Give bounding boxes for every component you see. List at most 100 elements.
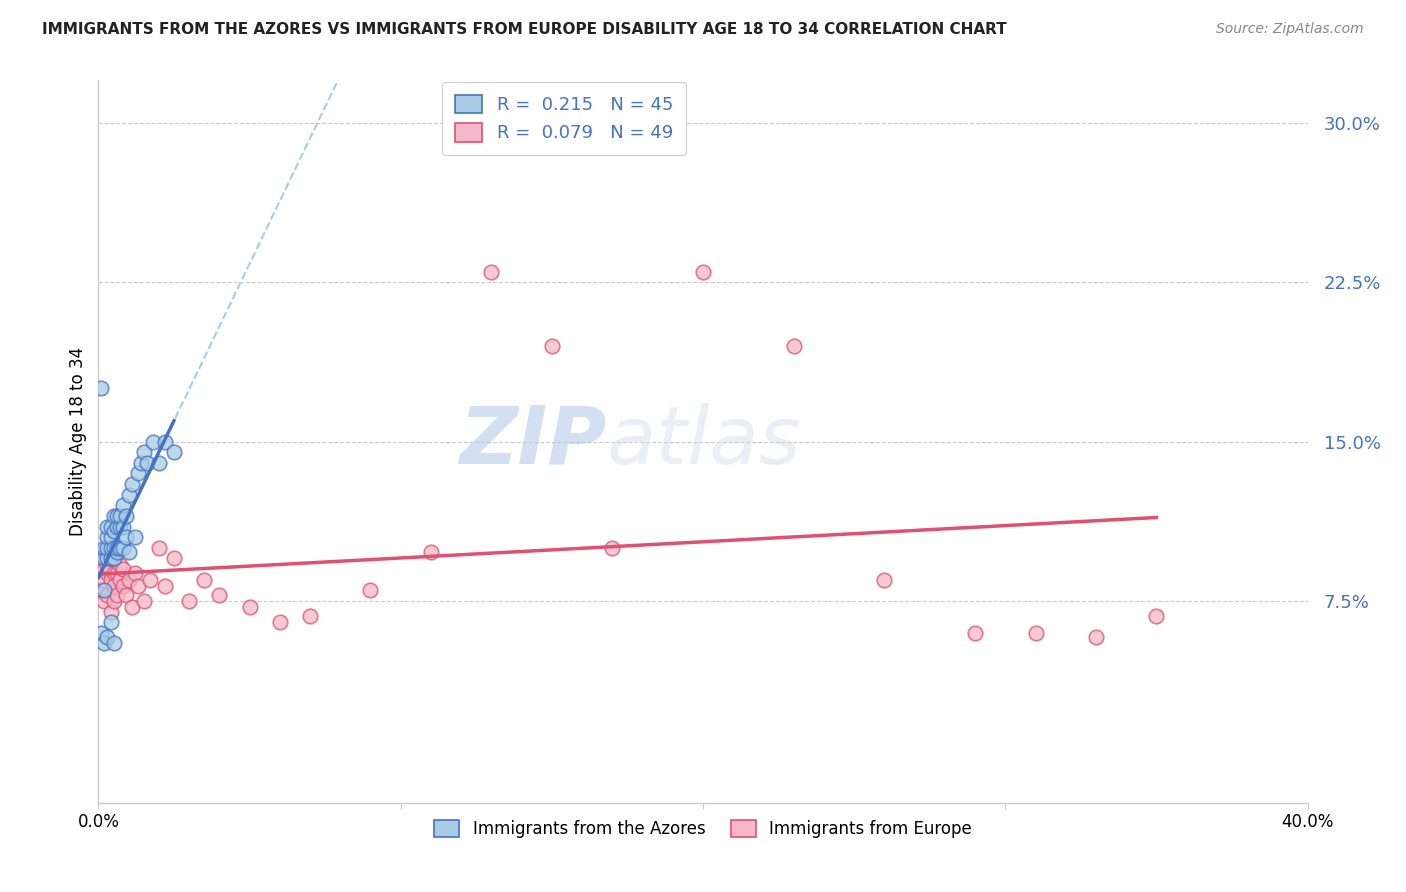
Point [124, 530, 146, 544]
Point [111, 519, 134, 533]
Point [90, 625, 112, 640]
Point [100, 541, 122, 555]
Point [96, 530, 118, 544]
Point [103, 636, 125, 650]
Point [93, 562, 115, 576]
Point [93, 583, 115, 598]
Point [103, 524, 125, 538]
Point [127, 579, 149, 593]
Text: atlas: atlas [606, 402, 801, 481]
Point [90, 551, 112, 566]
Point [93, 551, 115, 566]
Point [108, 558, 131, 572]
Point [100, 519, 122, 533]
Point [163, 445, 186, 459]
Point [139, 573, 162, 587]
Text: Source: ZipAtlas.com: Source: ZipAtlas.com [1216, 22, 1364, 37]
Point [93, 594, 115, 608]
Point [100, 551, 122, 566]
Point [481, 264, 503, 278]
Point [111, 562, 134, 576]
Point [108, 508, 131, 523]
Point [121, 600, 143, 615]
Point [105, 508, 128, 523]
Point [118, 573, 141, 587]
Y-axis label: Disability Age 18 to 34: Disability Age 18 to 34 [69, 347, 87, 536]
Point [96, 551, 118, 566]
Point [179, 594, 201, 608]
Point [118, 488, 141, 502]
Point [360, 583, 382, 598]
Point [965, 625, 987, 640]
Point [105, 588, 128, 602]
Point [142, 434, 165, 449]
Point [100, 530, 122, 544]
Point [103, 594, 125, 608]
Point [111, 541, 134, 555]
Point [111, 579, 134, 593]
Point [96, 541, 118, 555]
Point [103, 579, 125, 593]
Point [108, 541, 131, 555]
Point [269, 615, 291, 630]
Point [96, 630, 118, 644]
Point [420, 545, 443, 559]
Point [105, 541, 128, 555]
Point [103, 566, 125, 581]
Point [105, 519, 128, 533]
Point [108, 573, 131, 587]
Point [90, 381, 112, 395]
Point [96, 558, 118, 572]
Point [100, 573, 122, 587]
Point [96, 588, 118, 602]
Point [129, 456, 152, 470]
Point [111, 498, 134, 512]
Legend: Immigrants from the Azores, Immigrants from Europe: Immigrants from the Azores, Immigrants f… [427, 814, 979, 845]
Point [93, 541, 115, 555]
Point [873, 573, 896, 587]
Point [105, 545, 128, 559]
Point [783, 339, 806, 353]
Point [96, 519, 118, 533]
Point [1024, 625, 1046, 640]
Point [602, 541, 624, 555]
Point [103, 541, 125, 555]
Point [132, 445, 155, 459]
Point [103, 551, 125, 566]
Point [108, 519, 131, 533]
Point [153, 434, 176, 449]
Point [121, 477, 143, 491]
Point [540, 339, 562, 353]
Point [114, 508, 136, 523]
Point [93, 636, 115, 650]
Text: IMMIGRANTS FROM THE AZORES VS IMMIGRANTS FROM EUROPE DISABILITY AGE 18 TO 34 COR: IMMIGRANTS FROM THE AZORES VS IMMIGRANTS… [42, 22, 1007, 37]
Point [90, 583, 112, 598]
Point [299, 608, 322, 623]
Point [93, 573, 115, 587]
Point [153, 579, 176, 593]
Point [148, 541, 170, 555]
Point [114, 530, 136, 544]
Point [114, 588, 136, 602]
Point [96, 566, 118, 581]
Point [100, 605, 122, 619]
Point [105, 566, 128, 581]
Point [163, 551, 186, 566]
Point [103, 508, 125, 523]
Point [193, 573, 215, 587]
Point [132, 594, 155, 608]
Point [692, 264, 714, 278]
Point [124, 566, 146, 581]
Point [1144, 608, 1167, 623]
Point [103, 551, 125, 566]
Point [208, 588, 231, 602]
Point [135, 456, 157, 470]
Point [239, 600, 262, 615]
Point [118, 545, 141, 559]
Point [1085, 630, 1108, 644]
Point [100, 551, 122, 566]
Text: ZIP: ZIP [458, 402, 606, 481]
Point [127, 467, 149, 481]
Point [148, 456, 170, 470]
Point [100, 615, 122, 630]
